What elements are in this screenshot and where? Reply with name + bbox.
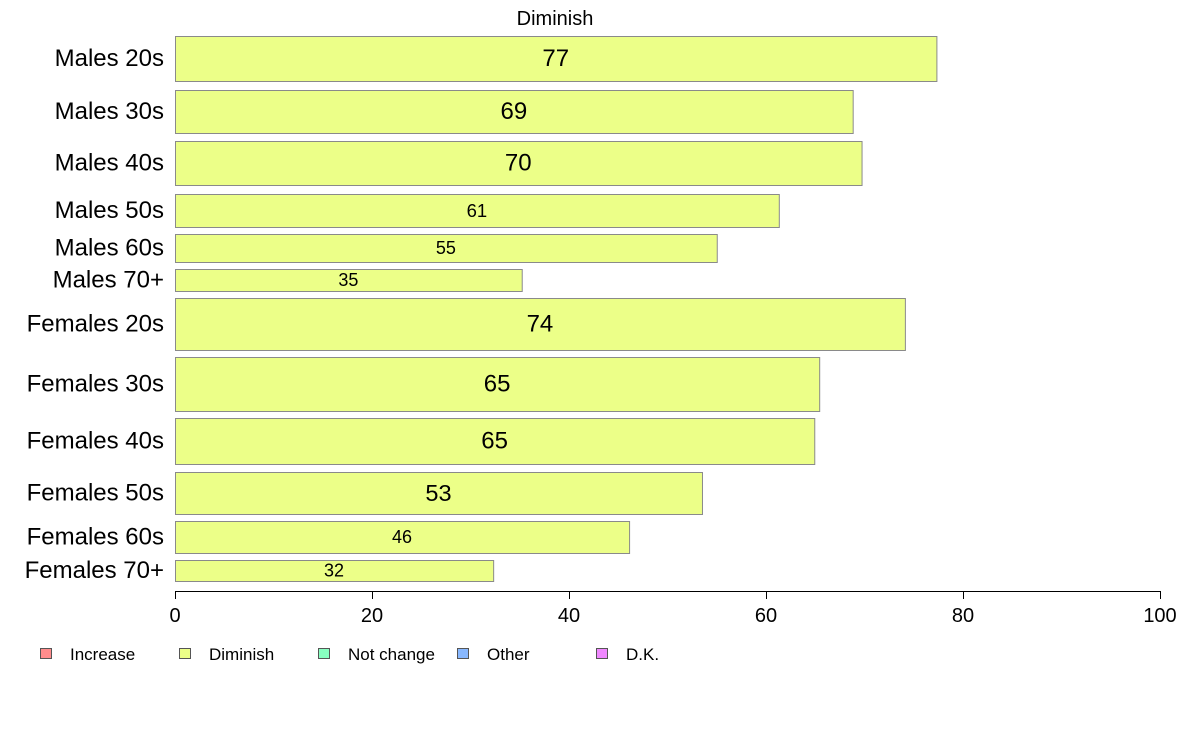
category-label-females-20s: Females 20s xyxy=(27,311,164,338)
data-label-females-50s: 53 xyxy=(425,480,451,506)
x-axis: 0 20 40 60 80 100 xyxy=(169,591,1177,627)
category-label-males-60s: Males 60s xyxy=(55,235,164,262)
legend-label: D.K. xyxy=(626,645,660,664)
legend-swatch xyxy=(179,648,191,659)
data-label-males-70plus: 35 xyxy=(338,270,358,290)
x-tick-label-20: 20 xyxy=(361,605,383,627)
bars-group: 77 69 70 61 55 35 74 65 65 53 46 32 xyxy=(175,36,938,582)
bar-males-60s xyxy=(175,234,718,263)
bar-females-20s xyxy=(175,298,906,351)
x-tick-label-100: 100 xyxy=(1143,605,1176,627)
bar-males-30s xyxy=(175,90,854,134)
x-tick-label-80: 80 xyxy=(952,605,974,627)
category-label-females-50s: Females 50s xyxy=(27,480,164,507)
data-label-males-50s: 61 xyxy=(467,200,488,221)
legend-label: Increase xyxy=(70,645,136,664)
legend-swatch xyxy=(596,648,608,659)
data-label-females-70plus: 32 xyxy=(324,561,344,581)
data-label-males-30s: 69 xyxy=(500,98,527,125)
x-tick-label-0: 0 xyxy=(169,605,180,627)
data-label-females-40s: 65 xyxy=(481,428,508,455)
bar-females-40s xyxy=(175,418,816,465)
bar-males-40s xyxy=(175,141,863,186)
legend-swatch xyxy=(318,648,330,659)
data-label-males-60s: 55 xyxy=(436,238,456,258)
category-label-males-50s: Males 50s xyxy=(55,197,164,224)
category-label-females-60s: Females 60s xyxy=(27,524,164,551)
legend-swatch xyxy=(457,648,469,659)
legend-label: Other xyxy=(487,645,530,664)
x-tick-label-60: 60 xyxy=(755,605,777,627)
category-label-females-40s: Females 40s xyxy=(27,428,164,455)
category-labels: Males 20s Males 30s Males 40s Males 50s Male… xyxy=(25,45,164,584)
data-label-females-30s: 65 xyxy=(484,371,511,398)
data-label-males-20s: 77 xyxy=(542,45,569,72)
category-label-males-70plus: Males 70+ xyxy=(53,267,164,294)
category-label-males-40s: Males 40s xyxy=(55,150,164,177)
data-label-males-40s: 70 xyxy=(505,150,532,177)
data-label-females-60s: 46 xyxy=(392,527,412,547)
category-label-females-30s: Females 30s xyxy=(27,371,164,398)
bar-females-30s xyxy=(175,357,821,412)
bar-males-20s xyxy=(175,36,938,82)
x-tick-label-40: 40 xyxy=(558,605,580,627)
bar-females-70plus xyxy=(175,560,495,582)
legend-label: Diminish xyxy=(209,645,275,664)
bar-females-50s xyxy=(175,472,703,515)
legend-swatch xyxy=(40,648,52,659)
data-label-females-20s: 74 xyxy=(527,311,554,338)
chart-title: Diminish xyxy=(517,8,594,30)
bar-females-60s xyxy=(175,521,631,554)
legend-label: Not change xyxy=(348,645,435,664)
bar-males-50s xyxy=(175,194,780,228)
category-label-males-30s: Males 30s xyxy=(55,98,164,125)
bar-males-70plus xyxy=(175,269,523,292)
category-label-males-20s: Males 20s xyxy=(55,45,164,72)
category-label-females-70plus: Females 70+ xyxy=(25,557,164,584)
